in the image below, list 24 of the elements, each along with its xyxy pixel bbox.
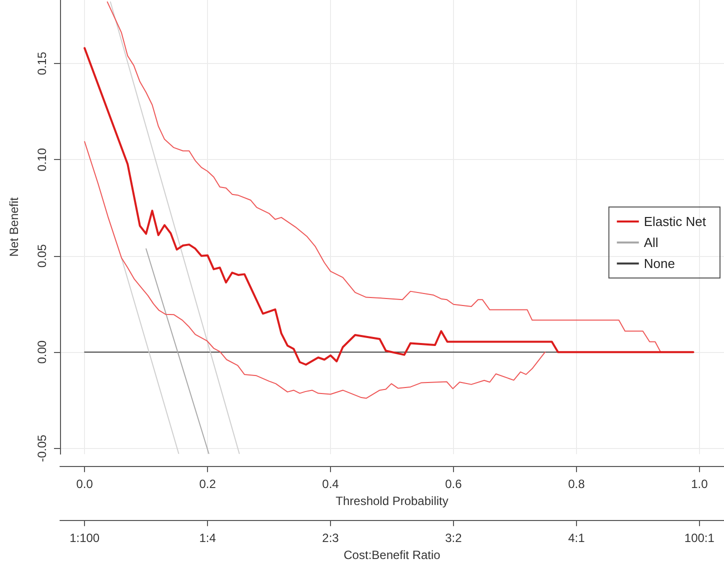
y-tick-label: 0.15 [35, 51, 49, 76]
text: 3:2 [445, 531, 462, 546]
y-tick-label: 0.00 [35, 340, 49, 364]
text: 100:1 [684, 531, 715, 546]
text: 4:1 [568, 531, 586, 546]
text: 2:3 [322, 531, 340, 546]
x2-axis-title: Cost:Benefit Ratio [344, 548, 441, 562]
x-tick-label: 0.8 [568, 477, 586, 492]
y-tick-label: -0.05 [35, 434, 49, 462]
x-tick-label: 0.0 [76, 477, 94, 492]
y-tick-label: 0.05 [35, 244, 49, 268]
legend-label: All [644, 235, 658, 250]
text: 1:4 [199, 531, 216, 546]
x-tick-label: 0.6 [445, 477, 462, 492]
x-tick-label: 1.0 [691, 477, 708, 492]
y-axis-title: Net Benefit [7, 196, 21, 257]
text: 1:100 [70, 531, 100, 546]
x-tick-label: 0.2 [199, 477, 216, 492]
y-tick-label: 0.10 [35, 148, 49, 172]
line-series [84, 141, 546, 399]
legend-label: None [644, 256, 675, 271]
legend-label: Elastic Net [644, 214, 706, 229]
x-tick-label: 0.4 [322, 477, 340, 492]
x-axis-title: Threshold Probability [336, 494, 448, 508]
